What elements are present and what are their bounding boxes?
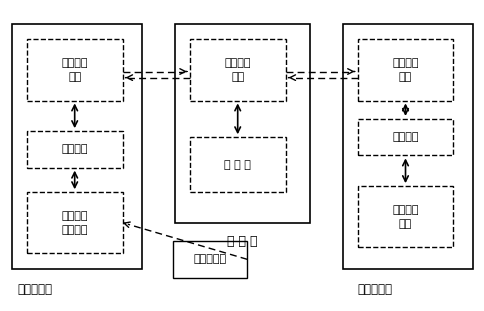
Text: 家电控制
单元: 家电控制 单元 <box>392 205 418 229</box>
Bar <box>343 24 472 268</box>
Text: 无线通信
单元: 无线通信 单元 <box>61 58 88 82</box>
Text: 电子设备端: 电子设备端 <box>193 254 226 264</box>
Text: 家电控制器: 家电控制器 <box>357 283 392 296</box>
Bar <box>189 39 285 100</box>
Bar <box>189 137 285 192</box>
Bar <box>173 241 247 278</box>
Bar <box>357 186 453 247</box>
Bar <box>175 24 309 223</box>
Bar <box>27 131 122 168</box>
Text: 处 理 器: 处 理 器 <box>224 160 251 170</box>
Bar <box>12 24 141 268</box>
Text: 微处理器: 微处理器 <box>61 144 88 154</box>
Text: 服 务 器: 服 务 器 <box>227 234 257 248</box>
Text: 微处理器: 微处理器 <box>392 132 418 142</box>
Bar <box>357 119 453 156</box>
Bar <box>357 39 453 100</box>
Bar <box>27 39 122 100</box>
Bar <box>27 192 122 253</box>
Text: 电子信息
检测单元: 电子信息 检测单元 <box>61 211 88 235</box>
Text: 门禁控制器: 门禁控制器 <box>17 283 52 296</box>
Text: 无线通信
单元: 无线通信 单元 <box>392 58 418 82</box>
Text: 无线通信
单元: 无线通信 单元 <box>224 58 250 82</box>
